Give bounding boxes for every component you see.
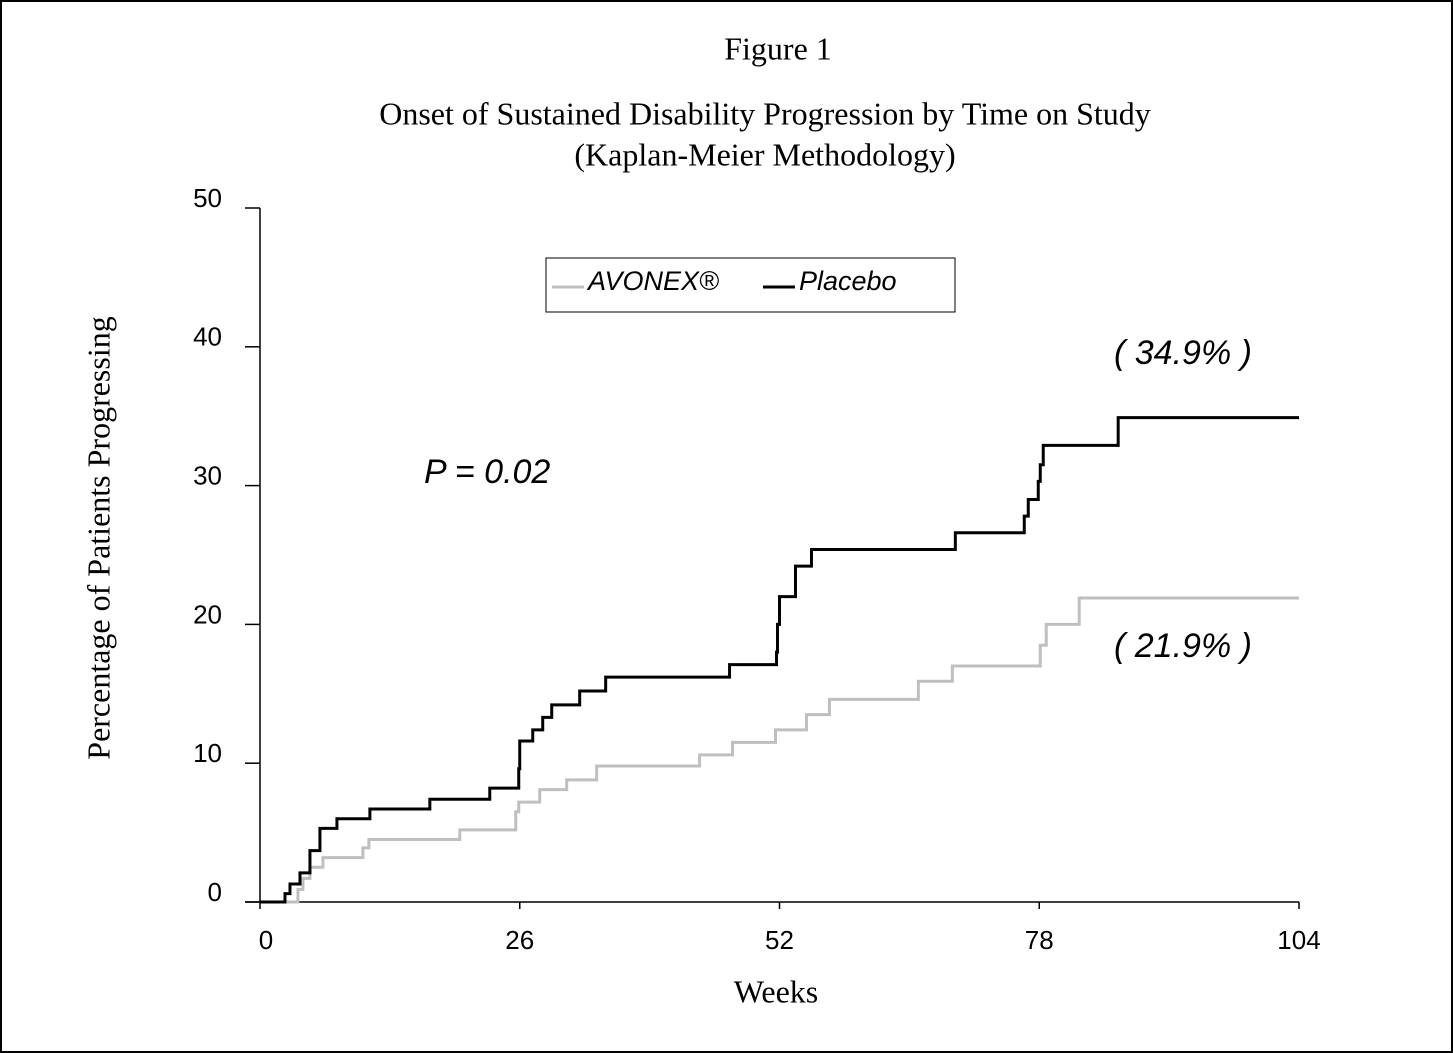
x-tick-label: 0 [259,925,273,955]
annotation: ( 34.9% ) [1114,334,1252,372]
y-tick-label: 30 [193,460,222,490]
x-tick-label: 52 [765,925,794,955]
y-tick-label: 20 [193,599,222,629]
annotation: ( 21.9% ) [1114,627,1252,665]
km-curve [260,416,1299,904]
chart-subtitle: (Kaplan-Meier Methodology) [574,136,955,172]
legend-box [545,257,956,313]
x-tick-label: 26 [505,925,534,955]
x-tick-label: 78 [1025,925,1054,955]
annotation: P = 0.02 [424,453,550,491]
x-tick-label: 104 [1277,925,1320,955]
legend-label: AVONEX® [586,266,719,296]
y-tick-label: 50 [193,183,222,213]
y-tick-label: 40 [193,322,222,352]
y-tick-label: 0 [208,877,222,907]
chart-subtitle: Onset of Sustained Disability Progressio… [379,95,1151,131]
chart-title: Figure 1 [724,30,832,66]
y-axis-label: Percentage of Patients Progressing [80,316,116,759]
y-tick-label: 10 [193,738,222,768]
x-axis-label: Weeks [734,973,819,1009]
km-curve [260,596,1299,904]
legend-label: Placebo [799,266,897,296]
